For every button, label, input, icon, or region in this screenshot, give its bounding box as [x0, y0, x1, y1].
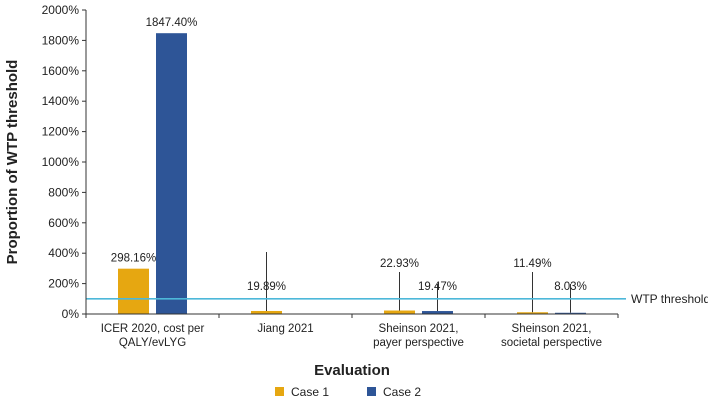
y-tick-label: 200%	[48, 277, 79, 291]
y-tick-label: 0%	[62, 307, 80, 321]
y-tick-label: 2000%	[42, 3, 80, 17]
data-label: 11.49%	[513, 258, 551, 270]
bar-case-2	[156, 33, 187, 315]
y-tick-label: 1400%	[42, 94, 80, 108]
y-tick-label: 600%	[48, 216, 79, 230]
wtp-threshold-label: WTP threshold	[631, 292, 708, 306]
bar-case-1	[384, 310, 415, 314]
data-label: 8.03%	[554, 281, 587, 293]
x-axis-title: Evaluation	[314, 362, 390, 379]
x-tick-label: Jiang 2021	[257, 323, 313, 335]
data-label: 19.89%	[247, 281, 286, 293]
y-tick-label: 1200%	[42, 125, 80, 139]
legend-label: Case 2	[383, 385, 421, 399]
bar-case-1	[251, 310, 282, 314]
x-tick-label: ICER 2020, cost per	[101, 323, 205, 335]
x-tick-label: societal perspective	[501, 337, 602, 349]
bar-case-2	[422, 311, 453, 314]
y-tick-label: 1000%	[42, 155, 80, 169]
x-tick-label: Sheinson 2021,	[512, 323, 592, 335]
y-tick-label: 1800%	[42, 33, 80, 47]
bar-case-1	[517, 312, 548, 314]
legend-swatch	[367, 387, 376, 396]
data-label: 1847.40%	[146, 17, 198, 29]
bar-case-2	[555, 312, 586, 314]
x-tick-label: payer perspective	[373, 337, 464, 349]
x-tick-label: QALY/evLYG	[119, 337, 186, 349]
data-label: 298.16%	[111, 253, 156, 265]
y-tick-label: 400%	[48, 246, 79, 260]
legend-label: Case 1	[291, 385, 329, 399]
legend-swatch	[275, 387, 284, 396]
y-tick-label: 800%	[48, 185, 79, 199]
data-label: 22.93%	[380, 258, 419, 270]
data-label: 19.47%	[418, 281, 457, 293]
y-axis-title: Proportion of WTP threshold	[4, 60, 21, 265]
x-tick-label: Sheinson 2021,	[379, 323, 459, 335]
bar-case-1	[118, 268, 149, 314]
y-tick-label: 1600%	[42, 64, 80, 78]
